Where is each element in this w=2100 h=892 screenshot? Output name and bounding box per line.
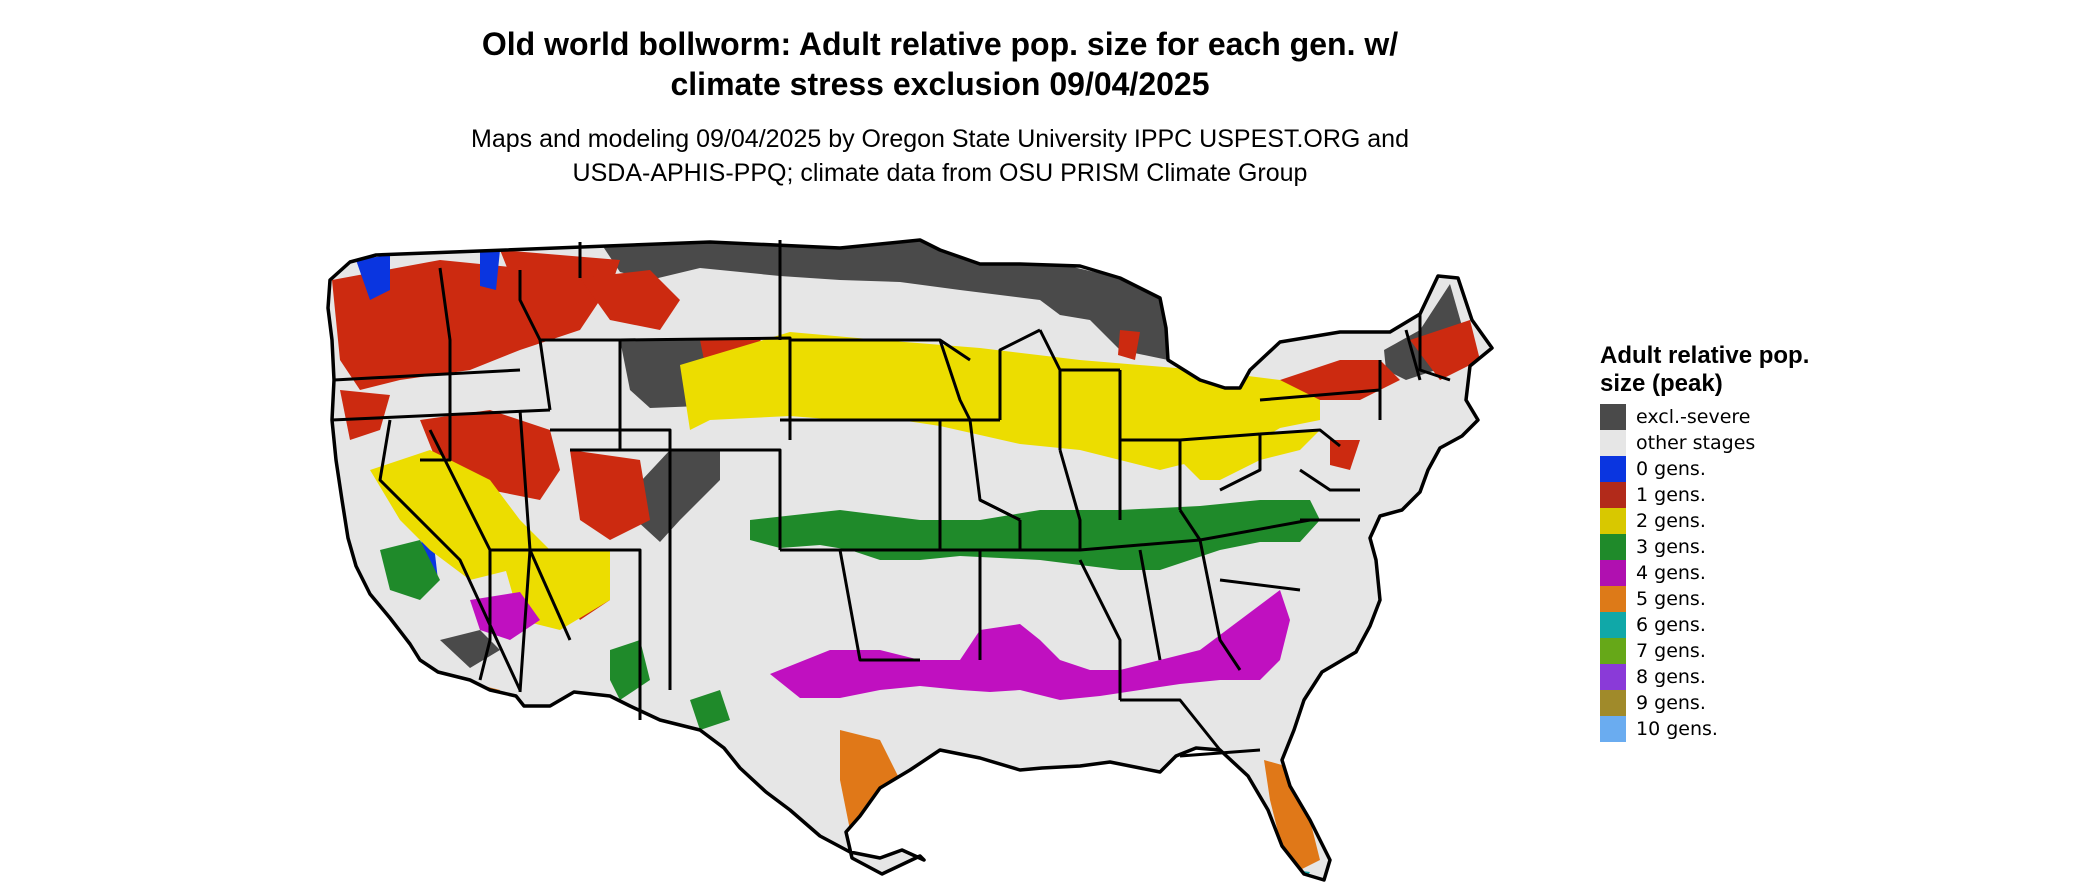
legend-items: excl.-severe other stages 0 gens. 1 gens. 2 …	[1600, 404, 1810, 742]
subtitle-line-1: Maps and modeling 09/04/2025 by Oregon S…	[471, 125, 1409, 153]
legend-swatch	[1600, 586, 1626, 612]
legend-item: 9 gens.	[1600, 690, 1810, 716]
region-1gen-northern-california	[340, 390, 390, 440]
state-boundaries	[331, 240, 1451, 758]
subtitle-line-2: USDA-APHIS-PPQ; climate data from OSU PR…	[572, 159, 1308, 187]
legend-item: 6 gens.	[1600, 612, 1810, 638]
legend-swatch	[1600, 612, 1626, 638]
legend-swatch	[1600, 690, 1626, 716]
legend: Adult relative pop. size (peak) excl.-se…	[1600, 342, 1810, 742]
legend-swatch	[1600, 404, 1626, 430]
legend-label: 3 gens.	[1636, 536, 1706, 558]
legend-label: 2 gens.	[1636, 510, 1706, 532]
us-map	[326, 238, 1494, 882]
region-excluded-colorado-rockies	[636, 450, 720, 542]
legend-label: 0 gens.	[1636, 458, 1706, 480]
legend-swatch	[1600, 508, 1626, 534]
region-0gen-cascades	[356, 255, 390, 300]
legend-label: 5 gens.	[1636, 588, 1706, 610]
region-1gen-appalachian	[1330, 440, 1360, 470]
map-subtitle: Maps and modeling 09/04/2025 by Oregon S…	[0, 122, 1880, 190]
legend-swatch	[1600, 430, 1626, 456]
legend-swatch	[1600, 664, 1626, 690]
legend-label: excl.-severe	[1636, 406, 1751, 428]
legend-label: 7 gens.	[1636, 640, 1706, 662]
legend-label: 1 gens.	[1636, 484, 1706, 506]
legend-label: other stages	[1636, 432, 1756, 454]
region-1gen-wisconsin	[1118, 330, 1140, 360]
legend-swatch	[1600, 638, 1626, 664]
legend-label: 8 gens.	[1636, 666, 1706, 688]
legend-label: 6 gens.	[1636, 614, 1706, 636]
legend-item: 7 gens.	[1600, 638, 1810, 664]
legend-swatch	[1600, 534, 1626, 560]
region-1gen-southern-rockies	[570, 450, 650, 540]
region-excluded-north-plains	[600, 240, 1168, 360]
region-2gen-appalachia	[1180, 430, 1320, 480]
region-1gen-northeast	[1410, 320, 1480, 380]
region-4gen-southwest	[470, 592, 540, 640]
legend-item: 3 gens.	[1600, 534, 1810, 560]
legend-item: 2 gens.	[1600, 508, 1810, 534]
legend-item: excl.-severe	[1600, 404, 1810, 430]
region-2gen-west	[370, 450, 550, 580]
region-4gen-gulf-coast	[770, 590, 1290, 700]
region-1gen-michigan	[1190, 320, 1230, 360]
legend-label: 4 gens.	[1636, 562, 1706, 584]
region-0gen-northern-rockies	[480, 250, 500, 290]
region-3gen-southern-belt	[750, 500, 1320, 570]
legend-item: 1 gens.	[1600, 482, 1810, 508]
title-line-1: Old world bollworm: Adult relative pop. …	[481, 26, 1399, 62]
legend-label: 9 gens.	[1636, 692, 1706, 714]
legend-item: 4 gens.	[1600, 560, 1810, 586]
legend-title: Adult relative pop. size (peak)	[1600, 342, 1810, 397]
region-3gen-texas-south	[690, 690, 730, 730]
title-line-2: climate stress exclusion 09/04/2025	[670, 66, 1210, 102]
region-1gen-montana	[580, 270, 680, 330]
map-title: Old world bollworm: Adult relative pop. …	[0, 24, 1880, 104]
legend-swatch	[1600, 456, 1626, 482]
legend-swatch	[1600, 482, 1626, 508]
region-1gen-northern-rockies	[500, 250, 620, 310]
legend-item: other stages	[1600, 430, 1810, 456]
legend-swatch	[1600, 716, 1626, 742]
region-5gen-south-florida	[1264, 760, 1320, 870]
legend-item: 5 gens.	[1600, 586, 1810, 612]
legend-item: 8 gens.	[1600, 664, 1810, 690]
legend-item: 0 gens.	[1600, 456, 1810, 482]
legend-item: 10 gens.	[1600, 716, 1810, 742]
legend-label: 10 gens.	[1636, 718, 1718, 740]
region-3gen-southern-california	[380, 540, 440, 600]
legend-swatch	[1600, 560, 1626, 586]
